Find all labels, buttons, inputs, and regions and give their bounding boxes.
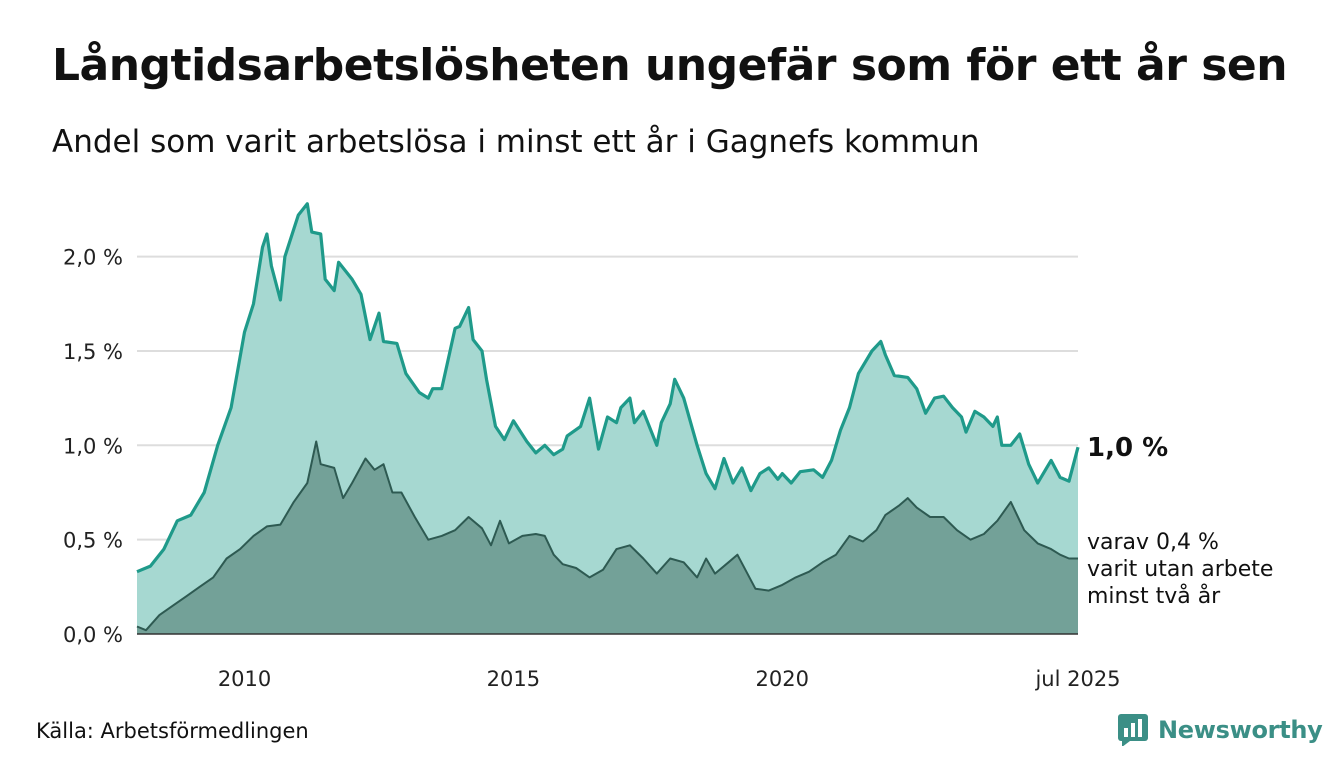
y-tick-label: 1,0 % xyxy=(63,434,123,458)
sub-line xyxy=(136,440,1078,632)
end-label-sub-line: varit utan arbete xyxy=(1087,557,1273,582)
x-axis-ticks: 2010 2015 2020 jul 2025 xyxy=(218,667,1121,691)
total-line xyxy=(136,202,1080,574)
end-label-total: 1,0 % xyxy=(1087,433,1168,463)
x-tick-label: 2015 xyxy=(487,667,540,691)
y-axis-ticks: 0,0 % 0,5 % 1,0 % 1,5 % 2,0 % xyxy=(63,246,123,647)
newsworthy-logo: Newsworthy xyxy=(1118,714,1323,746)
chart-subtitle: Andel som varit arbetslösa i minst ett å… xyxy=(52,124,980,160)
chart-title: Långtidsarbetslösheten ungefär som för e… xyxy=(52,40,1288,91)
y-tick-label: 0,0 % xyxy=(63,623,123,647)
y-tick-label: 1,5 % xyxy=(63,340,123,364)
end-label-sub-line: varav 0,4 % xyxy=(1087,530,1219,555)
end-label-sub-line: minst två år xyxy=(1087,583,1221,609)
y-tick-label: 2,0 % xyxy=(63,246,123,270)
newsworthy-icon xyxy=(1118,714,1148,746)
x-tick-label: 2010 xyxy=(218,667,271,691)
y-tick-label: 0,5 % xyxy=(63,529,123,553)
source-note: Källa: Arbetsförmedlingen xyxy=(36,719,309,743)
sub-area xyxy=(137,441,1078,634)
x-tick-label: jul 2025 xyxy=(1034,667,1120,691)
x-tick-label: 2020 xyxy=(756,667,809,691)
brand-name: Newsworthy xyxy=(1158,716,1323,744)
